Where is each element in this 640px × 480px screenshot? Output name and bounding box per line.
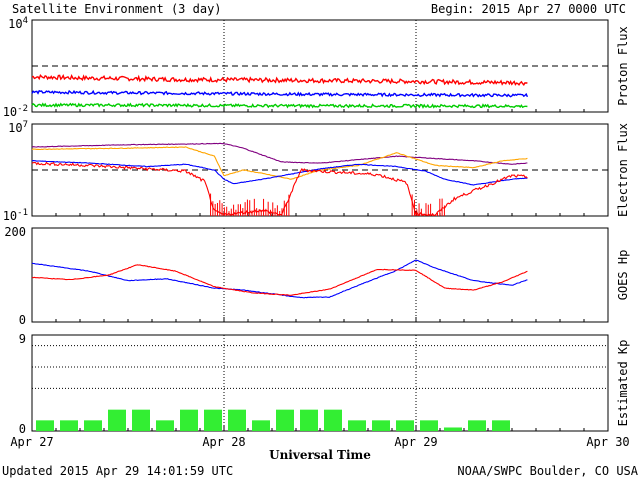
series-line [31, 146, 528, 180]
kp-bar [180, 409, 198, 431]
series-line [31, 102, 528, 109]
x-tick-label-apr30: Apr 30 [586, 435, 629, 449]
kp-bar [156, 420, 174, 431]
x-axis-label: Universal Time [269, 448, 371, 462]
kp-bar [60, 420, 78, 431]
y-tick-label-bottom: 0 [19, 422, 26, 436]
y-tick-label-bottom: 10-2 [3, 104, 28, 119]
y-tick-label-bottom: 0 [19, 313, 26, 327]
kp-bar [300, 409, 318, 431]
kp-bar [372, 420, 390, 431]
y-tick-label-top: 200 [4, 225, 26, 239]
y-axis-label: Estimated Kp [616, 340, 630, 427]
plot-frame [31, 227, 609, 323]
series-line [31, 259, 528, 299]
credit-text: NOAA/SWPC Boulder, CO USA [457, 464, 638, 478]
panel-electron: 107 10-1 Electron Flux [3, 120, 630, 223]
y-tick-label-bottom: 10-1 [3, 208, 28, 223]
kp-bar [108, 409, 126, 431]
kp-bar [492, 420, 510, 431]
kp-bar [84, 420, 102, 431]
series-line [31, 73, 528, 86]
y-axis-label: Electron Flux [616, 123, 630, 217]
x-tick-label-apr27: Apr 27 [10, 435, 53, 449]
panel-kp: 9 0 Estimated Kp [19, 332, 630, 436]
updated-timestamp: Updated 2015 Apr 29 14:01:59 UTC [2, 464, 233, 478]
kp-bar [276, 409, 294, 431]
y-tick-label-top: 9 [19, 332, 26, 346]
x-axis: Apr 27 Apr 28 Apr 29 Apr 30 Universal Ti… [10, 435, 629, 462]
y-axis-label: GOES Hp [616, 250, 630, 301]
kp-bar [420, 420, 438, 431]
series-line [31, 264, 528, 296]
kp-bar [36, 420, 54, 431]
series-line [31, 142, 528, 165]
kp-bar [228, 409, 246, 431]
kp-bar [444, 427, 462, 431]
panel-goes-hp: 200 0 GOES Hp [4, 225, 630, 327]
chart-title: Satellite Environment (3 day) [12, 2, 222, 16]
kp-bar [132, 409, 150, 431]
begin-time: Begin: 2015 Apr 27 0000 UTC [431, 2, 626, 16]
y-axis-label: Proton Flux [616, 26, 630, 105]
kp-bar [324, 409, 342, 431]
kp-bar [396, 420, 414, 431]
y-tick-label-top: 104 [8, 16, 28, 31]
plot-frame [31, 19, 609, 113]
kp-bar [252, 420, 270, 431]
kp-bar [468, 420, 486, 431]
panel-proton: 104 10-2 Proton Flux [3, 16, 630, 119]
kp-bar [348, 420, 366, 431]
x-tick-label-apr29: Apr 29 [394, 435, 437, 449]
series-line [31, 160, 528, 186]
series-line [31, 89, 529, 98]
y-tick-label-top: 107 [8, 120, 28, 135]
x-tick-label-apr28: Apr 28 [202, 435, 245, 449]
kp-bar [204, 409, 222, 431]
